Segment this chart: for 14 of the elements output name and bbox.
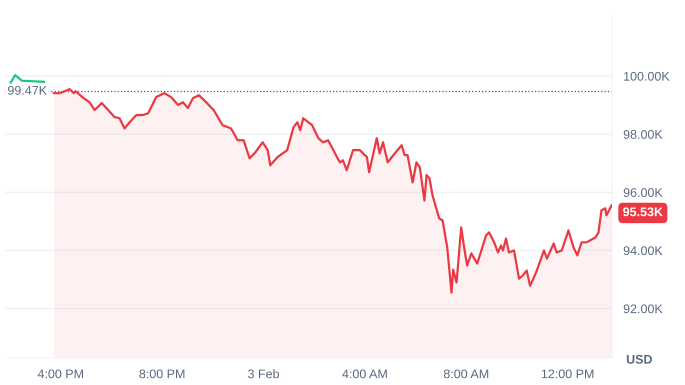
x-tick-label: 4:00 PM [38,369,84,378]
x-tick-label: 8:00 PM [139,369,184,378]
x-tick-label: 3 Feb [248,369,279,378]
y-tick-label: 92.00K [624,304,663,314]
y-tick-label: 98.00K [624,130,663,139]
y-tick-label: 94.00K [624,246,663,256]
y-tick-label: 100.00K [624,72,670,81]
x-tick-label: 4:00 AM [342,369,387,378]
x-tick-label: 12:00 PM [542,369,594,378]
ref-line-label: 99.47K [8,86,47,95]
x-tick-label: 8:00 AM [444,369,488,378]
y-axis-title: USD [626,354,652,364]
annotation: 95.53K [623,207,663,216]
y-tick-label: 96.00K [624,188,663,197]
